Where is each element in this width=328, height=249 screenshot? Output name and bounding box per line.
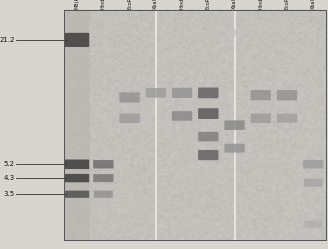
Text: XbaI: XbaI xyxy=(311,0,316,9)
FancyBboxPatch shape xyxy=(65,190,89,198)
FancyBboxPatch shape xyxy=(304,221,322,228)
Text: HindIII: HindIII xyxy=(258,0,263,9)
FancyBboxPatch shape xyxy=(65,160,89,169)
FancyBboxPatch shape xyxy=(198,132,218,141)
FancyBboxPatch shape xyxy=(304,179,323,187)
Bar xyxy=(64,10,90,240)
Text: XbaI: XbaI xyxy=(153,0,158,9)
FancyBboxPatch shape xyxy=(198,108,218,119)
FancyBboxPatch shape xyxy=(172,88,192,98)
FancyBboxPatch shape xyxy=(94,190,113,198)
FancyBboxPatch shape xyxy=(277,114,297,123)
Text: HindIII: HindIII xyxy=(101,0,106,9)
Text: 4.3: 4.3 xyxy=(4,175,15,181)
FancyBboxPatch shape xyxy=(65,174,89,182)
Bar xyxy=(64,10,326,240)
FancyBboxPatch shape xyxy=(119,92,140,103)
FancyBboxPatch shape xyxy=(251,90,271,100)
Text: EcoRI: EcoRI xyxy=(127,0,132,9)
Text: EcoRI: EcoRI xyxy=(206,0,211,9)
FancyBboxPatch shape xyxy=(226,30,243,36)
Text: 3.5: 3.5 xyxy=(4,191,15,197)
FancyBboxPatch shape xyxy=(146,88,166,98)
FancyBboxPatch shape xyxy=(224,120,245,130)
FancyBboxPatch shape xyxy=(93,160,113,169)
Text: 5.2: 5.2 xyxy=(4,161,15,167)
Text: XbaI: XbaI xyxy=(232,0,237,9)
FancyBboxPatch shape xyxy=(65,33,89,47)
Bar xyxy=(64,10,326,240)
FancyBboxPatch shape xyxy=(172,111,192,121)
FancyBboxPatch shape xyxy=(251,114,271,123)
Text: HindIII: HindIII xyxy=(179,0,185,9)
FancyBboxPatch shape xyxy=(277,90,297,100)
Text: 21.2: 21.2 xyxy=(0,37,15,43)
FancyBboxPatch shape xyxy=(198,150,218,160)
FancyBboxPatch shape xyxy=(119,114,140,123)
FancyBboxPatch shape xyxy=(303,160,323,169)
Text: EcoRI: EcoRI xyxy=(284,0,290,9)
FancyBboxPatch shape xyxy=(93,174,113,182)
FancyBboxPatch shape xyxy=(198,87,218,98)
FancyBboxPatch shape xyxy=(224,144,245,153)
Text: MB(kb): MB(kb) xyxy=(74,0,80,9)
